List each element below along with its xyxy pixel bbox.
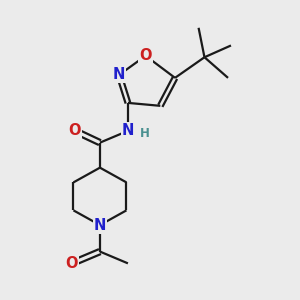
Text: N: N: [113, 68, 125, 82]
Text: O: O: [139, 48, 152, 63]
Text: H: H: [140, 127, 150, 140]
Text: N: N: [122, 123, 134, 138]
Text: O: O: [66, 256, 78, 271]
Text: O: O: [69, 123, 81, 138]
Text: N: N: [94, 218, 106, 232]
